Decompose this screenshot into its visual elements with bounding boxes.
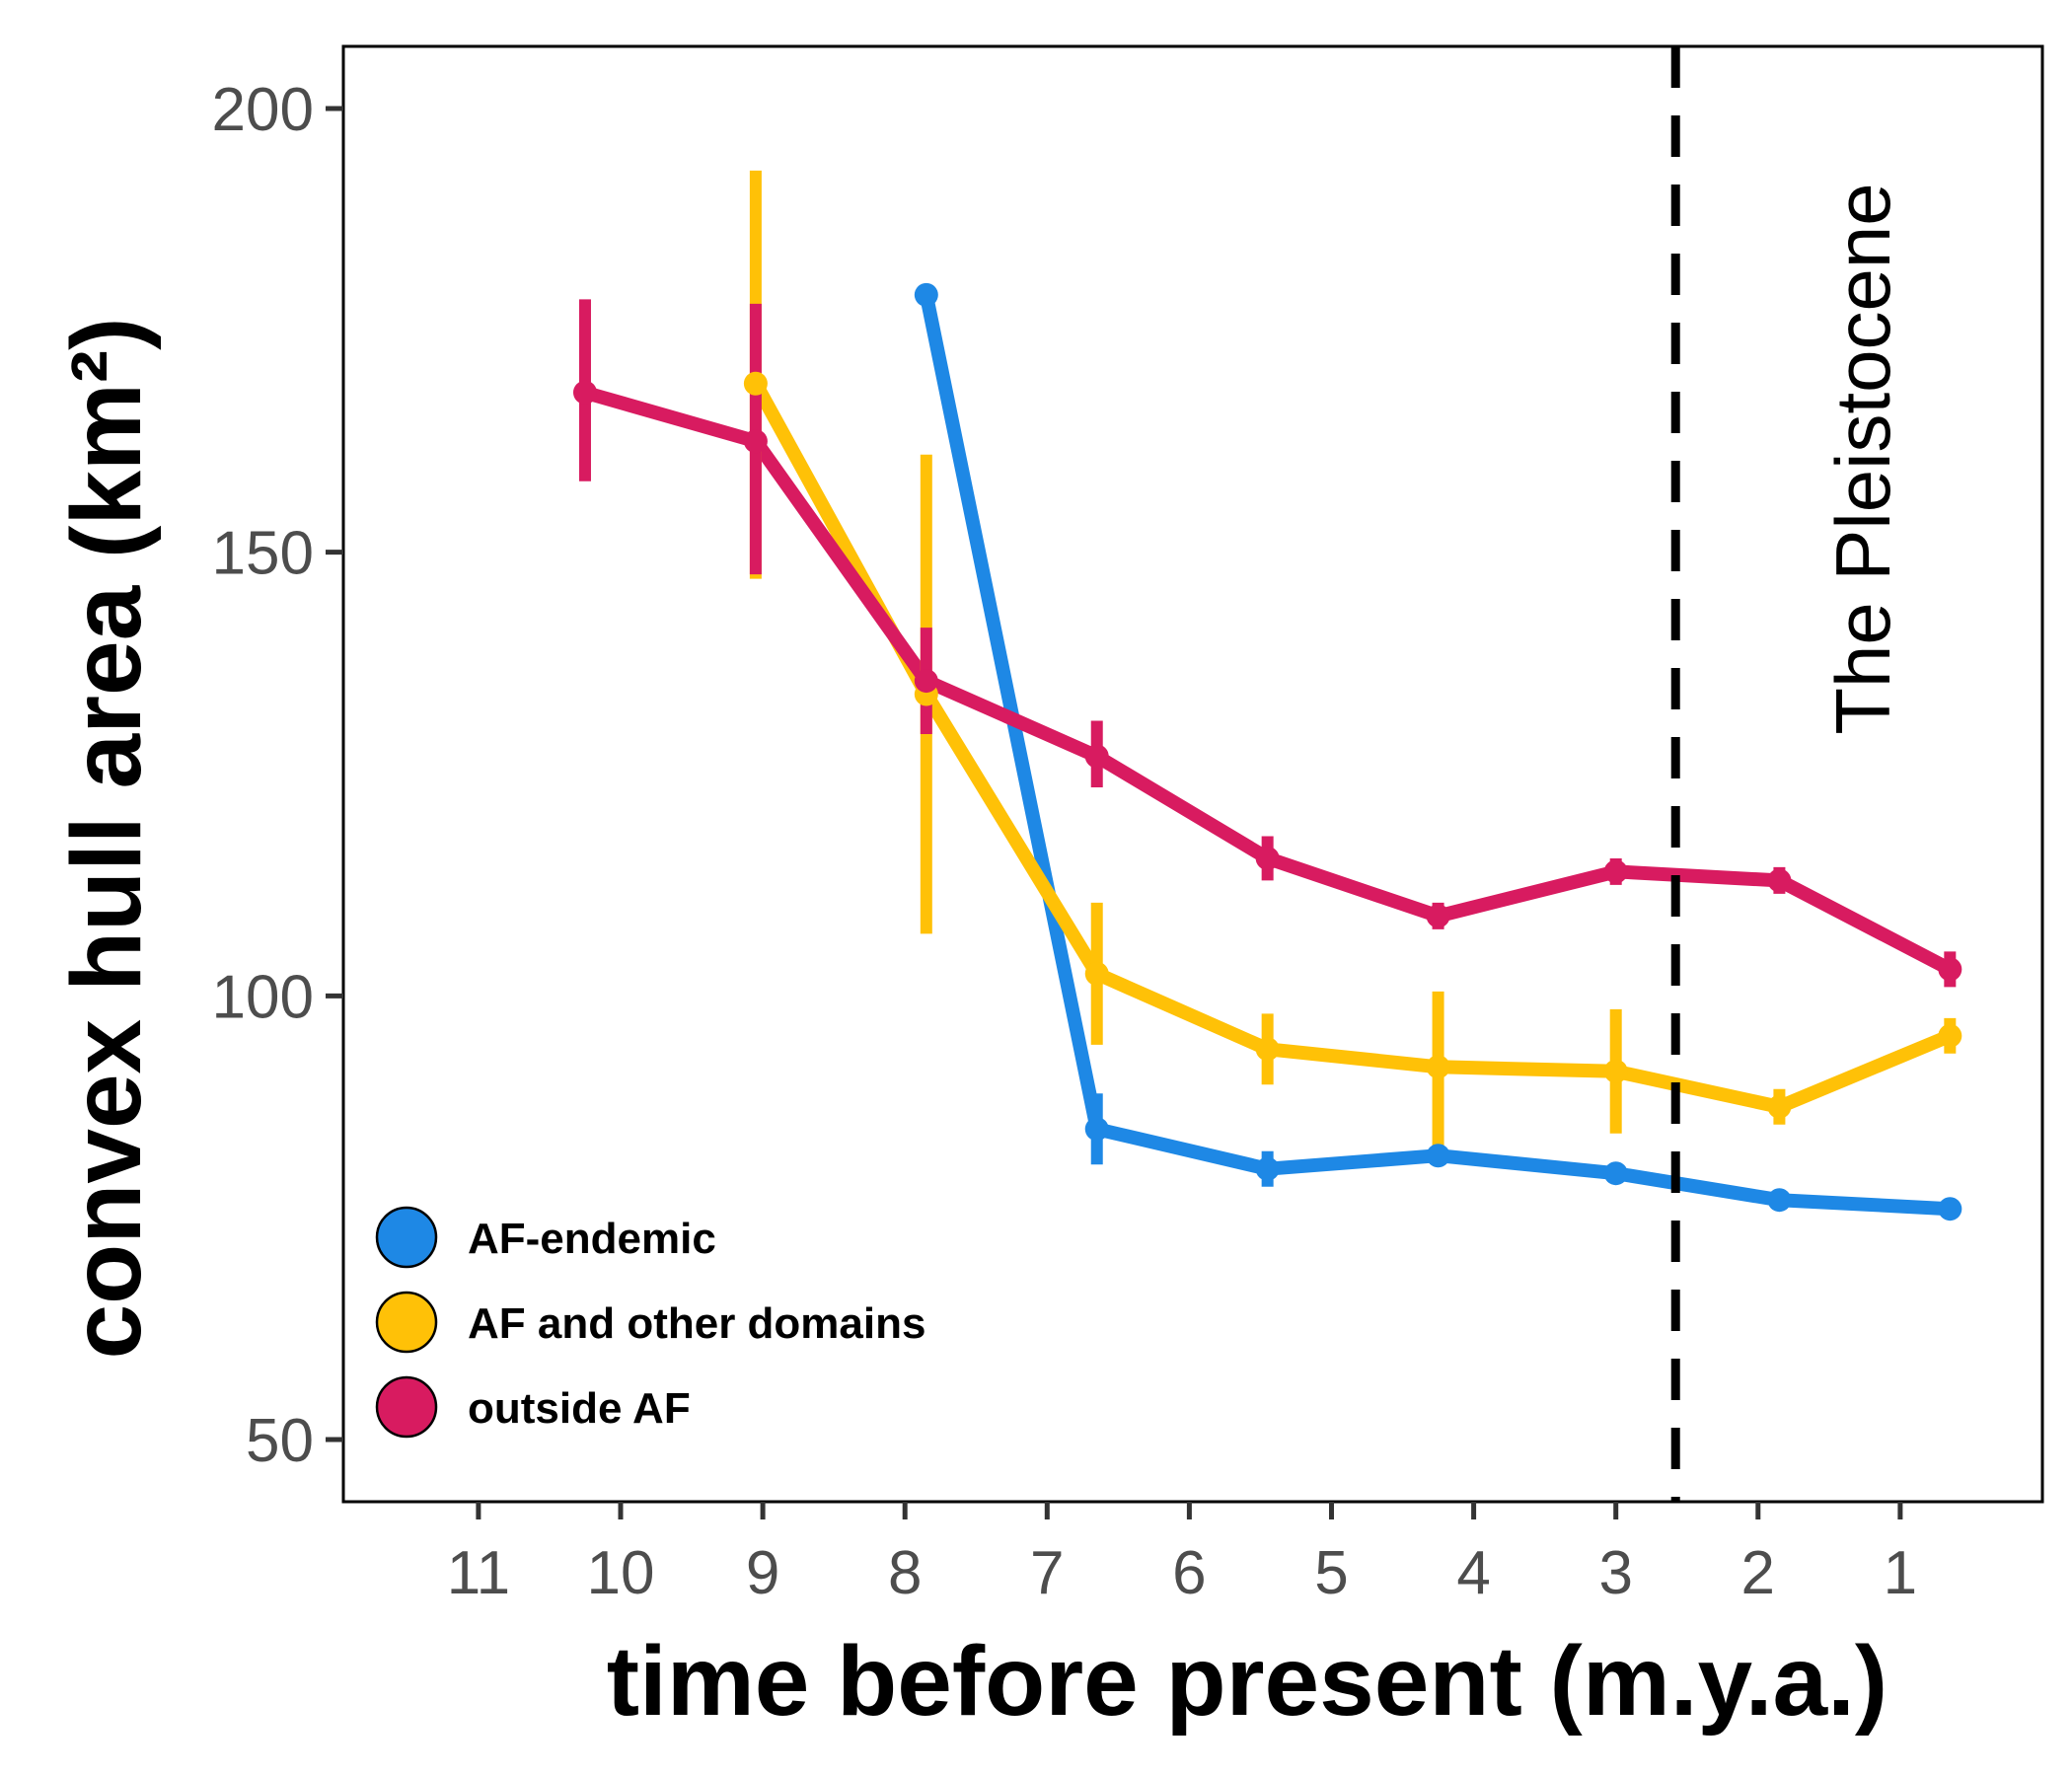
x-tick-label: 3 bbox=[1598, 1539, 1632, 1607]
y-tick-label: 150 bbox=[212, 520, 314, 588]
y-tick-label: 200 bbox=[212, 76, 314, 144]
plot-frame bbox=[341, 44, 2044, 1504]
x-tick-label: 4 bbox=[1456, 1539, 1490, 1607]
legend-swatch bbox=[375, 1206, 438, 1269]
data-point bbox=[1255, 1037, 1280, 1062]
data-point bbox=[1084, 1117, 1109, 1142]
data-point bbox=[1938, 957, 1962, 982]
data-point bbox=[1084, 744, 1109, 769]
data-point bbox=[1084, 961, 1109, 986]
x-tick-label: 7 bbox=[1030, 1539, 1064, 1607]
x-tick-label: 5 bbox=[1314, 1539, 1348, 1607]
x-tick-label: 8 bbox=[888, 1539, 922, 1607]
x-tick-label: 10 bbox=[587, 1539, 655, 1607]
data-point bbox=[1603, 1161, 1628, 1186]
data-point bbox=[1767, 1094, 1792, 1119]
data-point bbox=[1767, 868, 1792, 893]
x-tick-label: 6 bbox=[1172, 1539, 1206, 1607]
y-axis: 50 100 150 200 bbox=[212, 76, 343, 1475]
legend-label: outside AF bbox=[468, 1384, 691, 1433]
data-point bbox=[743, 371, 768, 396]
data-point bbox=[1938, 1197, 1962, 1221]
data-point bbox=[914, 282, 938, 307]
data-point bbox=[743, 429, 768, 454]
x-tick-label: 2 bbox=[1741, 1539, 1775, 1607]
x-axis-title: time before present (m.y.a.) bbox=[607, 1626, 1888, 1737]
x-tick-label: 9 bbox=[746, 1539, 779, 1607]
y-axis-title: convex hull area (km²) bbox=[51, 318, 162, 1360]
data-point bbox=[1255, 1156, 1280, 1181]
legend-swatch bbox=[375, 1291, 438, 1354]
legend-swatch bbox=[375, 1375, 438, 1439]
data-point bbox=[1603, 859, 1628, 884]
data-point bbox=[572, 380, 597, 405]
data-point bbox=[1426, 1055, 1450, 1079]
data-point bbox=[1426, 904, 1450, 928]
data-point bbox=[1938, 1023, 1962, 1048]
data-point bbox=[1426, 1144, 1450, 1168]
x-tick-label: 11 bbox=[447, 1539, 510, 1607]
data-point bbox=[1767, 1188, 1792, 1213]
series-line bbox=[578, 385, 1958, 977]
series-line bbox=[748, 376, 1958, 1114]
data-point bbox=[1603, 1059, 1628, 1083]
x-tick-label: 1 bbox=[1884, 1539, 1917, 1607]
y-tick-label: 50 bbox=[246, 1407, 314, 1475]
annotation-layer: The Pleistocene bbox=[1670, 46, 1906, 1502]
legend-label: AF and other domains bbox=[468, 1299, 925, 1348]
data-point bbox=[914, 669, 938, 694]
annotation-label: The Pleistocene bbox=[1819, 183, 1906, 734]
legend: AF-endemic AF and other domains outside AF bbox=[375, 1206, 925, 1439]
series-layer bbox=[572, 170, 1962, 1221]
legend-label: AF-endemic bbox=[468, 1215, 716, 1263]
y-tick-label: 100 bbox=[212, 963, 314, 1031]
x-axis: 11 10 9 8 7 6 5 4 3 2 1 bbox=[447, 1502, 1917, 1607]
data-point bbox=[1255, 846, 1280, 870]
